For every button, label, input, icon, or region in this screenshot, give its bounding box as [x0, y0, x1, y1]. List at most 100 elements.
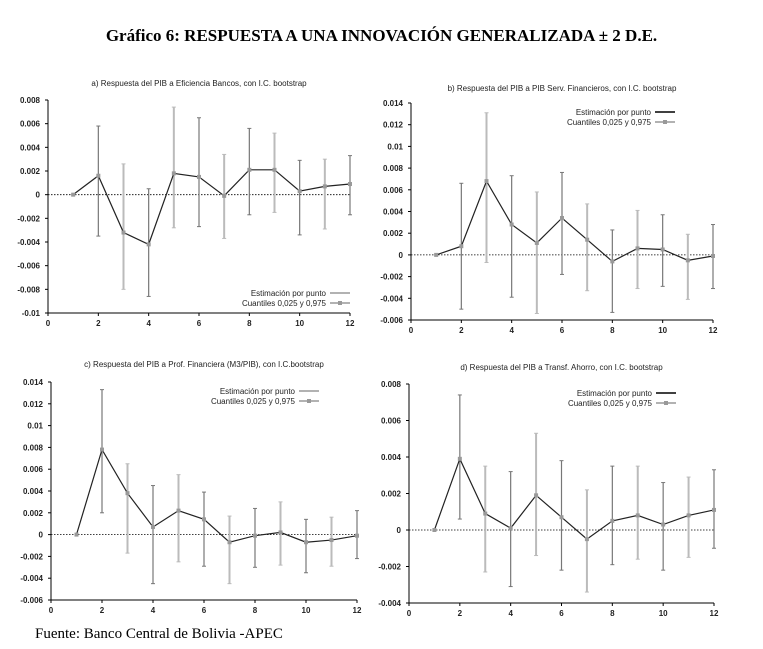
- chart-title: a) Respuesta del PIB a Eficiencia Bancos…: [91, 79, 307, 88]
- legend-label-quantiles: Cuantiles 0,025 y 0,975: [242, 299, 327, 308]
- data-point: [432, 528, 437, 532]
- data-point: [253, 533, 257, 538]
- legend-marker: [664, 401, 668, 405]
- y-tick-label: 0.004: [23, 487, 44, 496]
- chart-panel-d: d) Respuesta del PIB a Transf. Ahorro, c…: [378, 363, 719, 618]
- data-point: [322, 184, 327, 189]
- source-footer: Fuente: Banco Central de Bolivia -APEC: [35, 626, 283, 642]
- y-tick-label: -0.004: [380, 294, 403, 303]
- data-point: [247, 167, 252, 172]
- y-tick-label: 0: [36, 191, 41, 200]
- data-point: [171, 171, 176, 176]
- y-tick-label: 0.008: [383, 164, 404, 173]
- x-tick-label: 0: [409, 326, 414, 335]
- y-tick-label: 0: [39, 531, 44, 540]
- data-point: [297, 189, 302, 194]
- legend-label-quantiles: Cuantiles 0,025 y 0,975: [568, 399, 653, 408]
- legend-marker: [307, 399, 311, 403]
- data-point: [610, 259, 615, 264]
- data-point: [534, 240, 539, 245]
- data-point: [278, 530, 283, 535]
- x-tick-label: 8: [253, 606, 258, 615]
- y-tick-label: -0.002: [20, 552, 43, 561]
- x-tick-label: 12: [709, 326, 718, 335]
- data-point: [222, 193, 227, 198]
- x-tick-label: 4: [508, 609, 513, 618]
- data-point: [635, 246, 640, 251]
- x-tick-label: 10: [658, 326, 667, 335]
- point-estimate-line: [75, 448, 358, 543]
- x-tick-label: 0: [46, 319, 51, 328]
- data-point: [202, 517, 206, 522]
- x-tick-label: 2: [100, 606, 105, 615]
- x-tick-label: 8: [610, 326, 615, 335]
- x-tick-label: 10: [659, 609, 668, 618]
- y-tick-label: 0.014: [23, 378, 44, 387]
- data-point: [686, 513, 691, 518]
- x-tick-label: 0: [407, 609, 412, 618]
- legend-label-quantiles: Cuantiles 0,025 y 0,975: [567, 118, 652, 127]
- y-tick-label: -0.006: [20, 596, 43, 605]
- x-tick-label: 4: [151, 606, 156, 615]
- y-tick-label: -0.008: [17, 285, 40, 294]
- y-tick-label: 0.01: [387, 142, 403, 151]
- data-point: [610, 518, 615, 523]
- data-point: [74, 532, 79, 537]
- y-tick-label: 0: [397, 526, 402, 535]
- chart-panel-c: c) Respuesta del PIB a Prof. Financiera …: [20, 360, 362, 615]
- data-point: [227, 540, 232, 545]
- legend-label-estimate: Estimación por punto: [577, 389, 653, 398]
- x-tick-label: 6: [197, 319, 202, 328]
- y-tick-label: -0.01: [22, 309, 41, 318]
- x-tick-label: 10: [302, 606, 311, 615]
- y-tick-label: 0.014: [383, 99, 404, 108]
- data-point: [483, 511, 488, 516]
- data-point: [146, 242, 151, 247]
- data-point: [508, 526, 513, 531]
- y-tick-label: -0.004: [20, 574, 43, 583]
- y-tick-label: 0.006: [20, 120, 41, 129]
- x-tick-label: 6: [559, 609, 564, 618]
- y-tick-label: 0: [399, 251, 404, 260]
- data-point: [585, 237, 590, 242]
- x-tick-label: 6: [202, 606, 207, 615]
- y-tick-label: 0.002: [383, 229, 404, 238]
- data-point: [71, 192, 76, 197]
- data-point: [584, 537, 589, 542]
- x-tick-label: 12: [346, 319, 355, 328]
- y-tick-label: 0.008: [20, 96, 41, 105]
- data-point: [355, 533, 359, 538]
- chart-title: c) Respuesta del PIB a Prof. Financiera …: [84, 360, 324, 369]
- data-point: [560, 216, 564, 221]
- legend-marker: [663, 120, 667, 124]
- legend-label-estimate: Estimación por punto: [576, 108, 652, 117]
- data-point: [125, 491, 130, 496]
- legend-marker: [338, 301, 342, 305]
- x-tick-label: 6: [560, 326, 565, 335]
- y-tick-label: 0.008: [381, 380, 402, 389]
- y-tick-label: 0.002: [20, 167, 41, 176]
- data-point: [559, 515, 564, 520]
- y-tick-label: 0.002: [23, 509, 44, 518]
- data-point: [96, 173, 101, 178]
- y-tick-label: 0.006: [383, 186, 404, 195]
- data-point: [685, 258, 690, 263]
- data-point: [100, 447, 104, 452]
- data-point: [304, 540, 308, 545]
- x-tick-label: 4: [509, 326, 514, 335]
- data-point: [348, 182, 352, 187]
- x-tick-label: 4: [146, 319, 151, 328]
- data-point: [121, 230, 126, 235]
- y-tick-label: -0.006: [380, 316, 403, 325]
- data-point: [660, 247, 665, 252]
- figure-title: Gráfico 6: RESPUESTA A UNA INNOVACIÓN GE…: [105, 26, 658, 45]
- data-point: [151, 524, 155, 529]
- data-point: [711, 253, 715, 258]
- y-tick-label: 0.012: [23, 400, 44, 409]
- y-tick-label: 0.004: [20, 143, 41, 152]
- data-point: [484, 179, 489, 184]
- y-tick-label: -0.004: [17, 238, 40, 247]
- y-tick-label: 0.012: [383, 121, 404, 130]
